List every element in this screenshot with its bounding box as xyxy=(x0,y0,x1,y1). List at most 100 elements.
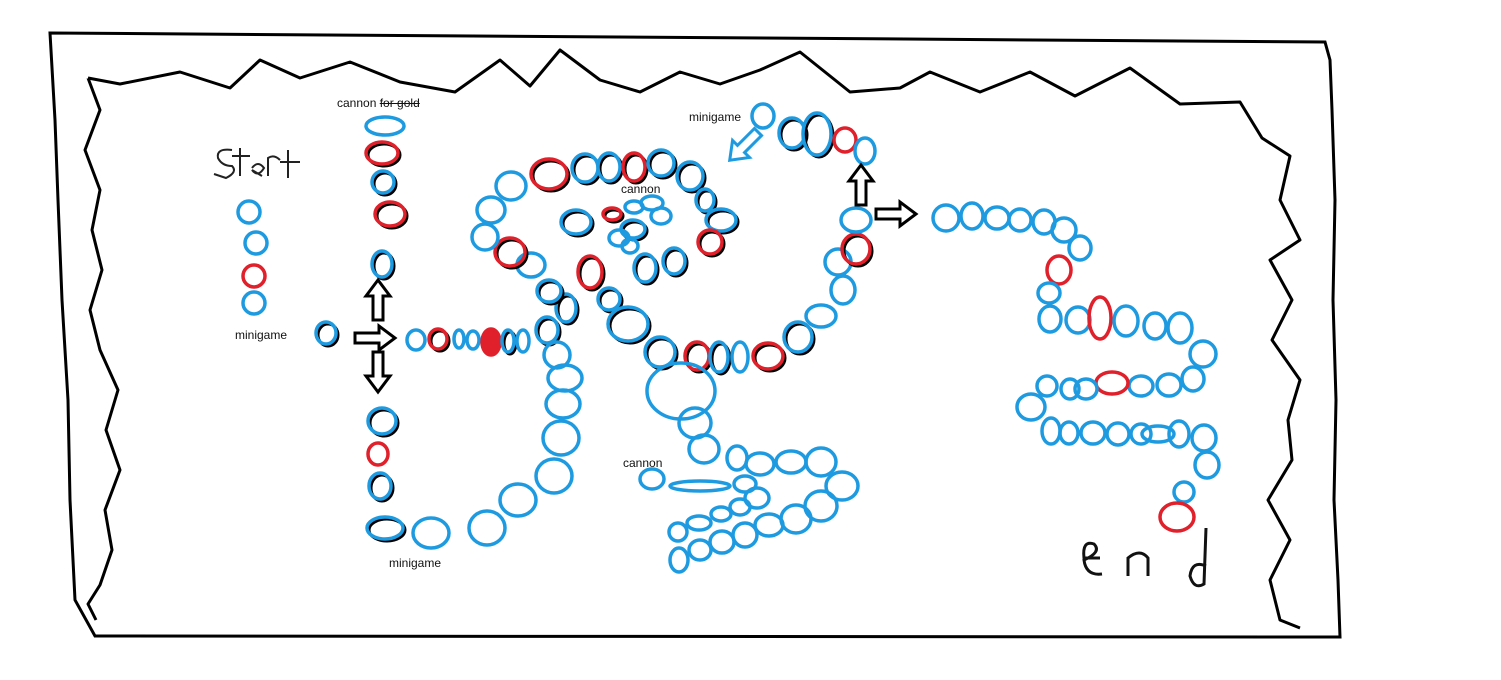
blue-space[interactable] xyxy=(475,195,507,225)
blue-space[interactable] xyxy=(452,328,466,350)
blue-space[interactable] xyxy=(1193,450,1221,480)
blue-space[interactable] xyxy=(824,470,860,502)
blue-space[interactable] xyxy=(744,451,776,477)
blue-space[interactable] xyxy=(959,201,985,231)
blue-space[interactable] xyxy=(1155,372,1183,398)
blue-space[interactable] xyxy=(777,116,807,150)
red-space[interactable] xyxy=(493,236,527,268)
blue-space[interactable] xyxy=(1166,311,1194,345)
blue-space[interactable] xyxy=(1050,216,1078,244)
blue-space[interactable] xyxy=(704,207,738,233)
blue-space[interactable] xyxy=(1112,304,1140,338)
red-space[interactable] xyxy=(1045,254,1073,286)
blue-space[interactable] xyxy=(1167,419,1191,449)
blue-space[interactable] xyxy=(1064,305,1092,335)
red-space[interactable] xyxy=(621,151,647,183)
blue-space[interactable] xyxy=(853,136,877,166)
blue-space[interactable] xyxy=(725,444,749,472)
blue-space[interactable] xyxy=(470,222,500,252)
blue-space[interactable] xyxy=(1172,480,1196,504)
blue-space[interactable] xyxy=(661,246,687,276)
blue-space[interactable] xyxy=(638,467,666,491)
blue-space[interactable] xyxy=(708,340,730,374)
blue-space[interactable] xyxy=(829,274,857,306)
blue-space[interactable] xyxy=(534,457,574,495)
blue-space[interactable] xyxy=(801,111,833,157)
blue-space[interactable] xyxy=(596,286,622,312)
blue-space[interactable] xyxy=(1035,374,1059,398)
blue-space[interactable] xyxy=(1079,420,1107,446)
blue-space[interactable] xyxy=(1036,281,1062,305)
blue-space[interactable] xyxy=(1188,339,1218,369)
red-space[interactable] xyxy=(1158,501,1196,533)
blue-space[interactable] xyxy=(544,388,582,420)
blue-space[interactable] xyxy=(730,340,750,374)
red-space[interactable] xyxy=(366,441,390,467)
blue-space[interactable] xyxy=(732,474,758,494)
blue-space[interactable] xyxy=(606,305,650,343)
red-space[interactable] xyxy=(241,263,267,289)
blue-space[interactable] xyxy=(649,206,673,226)
blue-space[interactable] xyxy=(1040,416,1062,446)
blue-space[interactable] xyxy=(405,328,427,352)
blue-space[interactable] xyxy=(500,328,516,354)
blue-space[interactable] xyxy=(559,208,593,236)
blue-space[interactable] xyxy=(646,148,676,178)
red-space[interactable] xyxy=(601,206,623,222)
red-space[interactable] xyxy=(696,228,724,256)
blue-space[interactable] xyxy=(467,509,507,547)
blue-space[interactable] xyxy=(694,187,716,213)
blue-space[interactable] xyxy=(779,503,813,535)
red-space[interactable] xyxy=(364,140,400,166)
blue-space[interactable] xyxy=(1059,377,1081,401)
blue-space[interactable] xyxy=(931,203,961,233)
red-space[interactable] xyxy=(751,341,785,371)
red-space[interactable] xyxy=(832,126,858,154)
red-space[interactable] xyxy=(529,157,569,191)
blue-space[interactable] xyxy=(314,320,338,346)
blue-space[interactable] xyxy=(370,169,396,195)
red-space[interactable] xyxy=(480,327,502,357)
blue-space[interactable] xyxy=(243,230,269,256)
blue-space[interactable] xyxy=(839,206,873,234)
blue-space[interactable] xyxy=(708,529,736,555)
blue-space[interactable] xyxy=(731,521,759,549)
blue-space[interactable] xyxy=(687,538,713,562)
blue-space[interactable] xyxy=(1180,365,1206,393)
blue-space[interactable] xyxy=(411,516,451,550)
blue-space[interactable] xyxy=(804,446,838,478)
blue-space[interactable] xyxy=(1037,304,1063,334)
blue-space[interactable] xyxy=(541,419,581,457)
red-space[interactable] xyxy=(373,200,407,228)
blue-space[interactable] xyxy=(687,433,721,465)
blue-space[interactable] xyxy=(367,471,393,501)
blue-space[interactable] xyxy=(685,514,713,532)
blue-space[interactable] xyxy=(667,521,689,543)
blue-space[interactable] xyxy=(364,115,406,137)
blue-space[interactable] xyxy=(370,249,394,279)
blue-space[interactable] xyxy=(1190,423,1218,453)
blue-space[interactable] xyxy=(1140,424,1176,444)
blue-space[interactable] xyxy=(668,546,690,574)
blue-space[interactable] xyxy=(804,303,838,329)
blue-space[interactable] xyxy=(1058,420,1080,446)
blue-space[interactable] xyxy=(535,278,563,304)
blue-space[interactable] xyxy=(782,320,814,354)
blue-space[interactable] xyxy=(709,505,733,523)
blue-space[interactable] xyxy=(570,152,600,184)
red-space[interactable] xyxy=(1087,295,1113,341)
blue-space[interactable] xyxy=(515,328,531,354)
blue-space[interactable] xyxy=(554,292,578,324)
blue-space[interactable] xyxy=(1015,392,1047,422)
blue-space[interactable] xyxy=(366,406,398,436)
blue-space[interactable] xyxy=(743,486,771,510)
blue-space[interactable] xyxy=(753,512,785,538)
red-space[interactable] xyxy=(576,254,604,290)
blue-space[interactable] xyxy=(668,479,732,493)
red-space[interactable] xyxy=(840,232,872,266)
blue-space[interactable] xyxy=(632,252,658,284)
blue-space[interactable] xyxy=(465,329,481,351)
blue-space[interactable] xyxy=(1073,377,1099,401)
blue-space[interactable] xyxy=(1067,234,1093,262)
blue-space[interactable] xyxy=(774,449,808,475)
